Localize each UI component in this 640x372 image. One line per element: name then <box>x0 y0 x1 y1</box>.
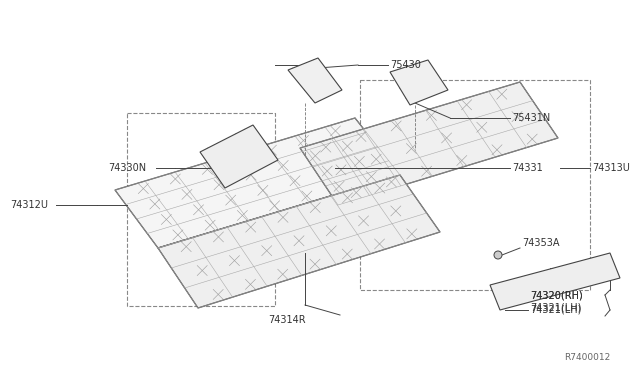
Bar <box>127 113 275 306</box>
Text: 74321(LH): 74321(LH) <box>530 303 581 313</box>
Polygon shape <box>300 82 558 205</box>
Circle shape <box>494 251 502 259</box>
Text: 74314R: 74314R <box>268 315 306 325</box>
Text: 74320(RH): 74320(RH) <box>530 290 583 300</box>
Polygon shape <box>490 253 620 310</box>
Text: 74353A: 74353A <box>522 238 559 248</box>
Polygon shape <box>390 60 448 105</box>
Text: 74330N: 74330N <box>108 163 146 173</box>
Polygon shape <box>200 125 278 188</box>
Text: 74320(RH): 74320(RH) <box>530 290 583 300</box>
Text: 74313U: 74313U <box>592 163 630 173</box>
Text: 74321(LH): 74321(LH) <box>530 305 581 315</box>
Bar <box>360 80 590 290</box>
Text: 75431N: 75431N <box>512 113 550 123</box>
Polygon shape <box>288 58 342 103</box>
Text: 74312U: 74312U <box>10 200 48 210</box>
Text: 74331: 74331 <box>512 163 543 173</box>
Polygon shape <box>158 175 440 308</box>
Polygon shape <box>115 118 400 248</box>
Text: R7400012: R7400012 <box>564 353 610 362</box>
Text: 75430: 75430 <box>390 60 421 70</box>
